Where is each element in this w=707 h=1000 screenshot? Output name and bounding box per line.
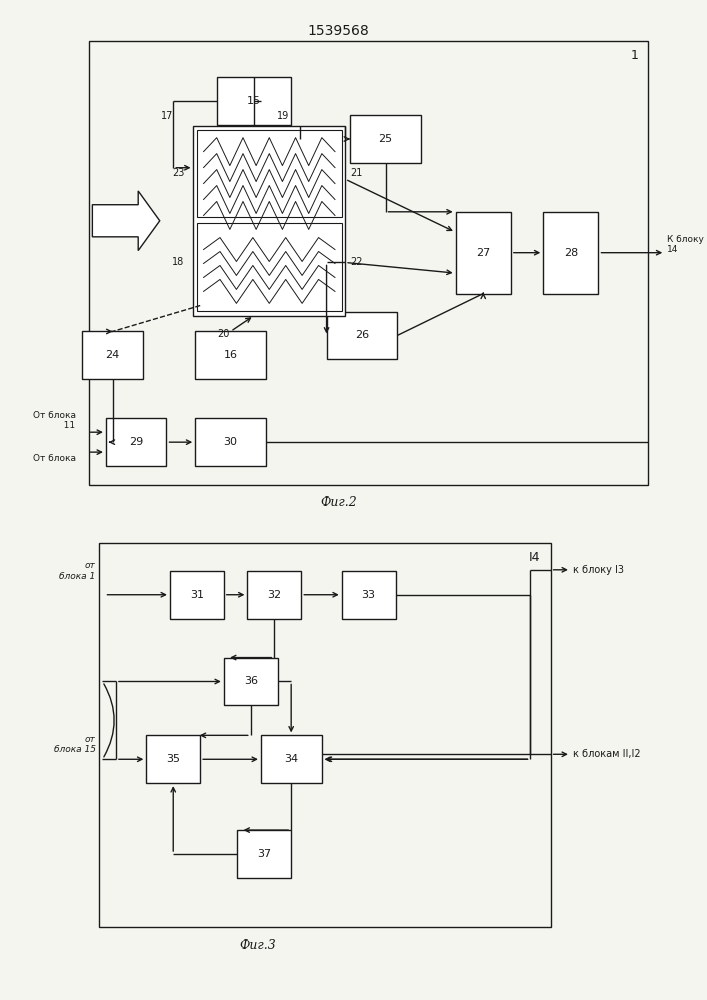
Text: 25: 25 xyxy=(378,134,392,144)
Text: 36: 36 xyxy=(244,676,258,686)
Bar xyxy=(99,543,551,927)
Bar xyxy=(170,571,224,619)
Text: 22: 22 xyxy=(351,257,363,267)
Bar xyxy=(82,331,143,379)
Bar xyxy=(89,41,648,485)
Bar xyxy=(224,658,278,705)
Bar xyxy=(238,830,291,878)
Text: 33: 33 xyxy=(362,590,375,600)
Bar xyxy=(455,212,511,294)
Text: 1: 1 xyxy=(631,49,638,62)
Text: 15: 15 xyxy=(247,96,261,106)
Polygon shape xyxy=(93,191,160,251)
Bar xyxy=(247,571,301,619)
Text: 20: 20 xyxy=(217,329,229,339)
Bar xyxy=(194,126,345,316)
Text: 23: 23 xyxy=(173,168,185,178)
Text: Фиг.2: Фиг.2 xyxy=(320,496,357,509)
Text: 32: 32 xyxy=(267,590,281,600)
Text: 28: 28 xyxy=(563,248,578,258)
Bar xyxy=(195,418,266,466)
Text: 35: 35 xyxy=(166,754,180,764)
Text: К блоку
14: К блоку 14 xyxy=(667,235,704,254)
Bar xyxy=(261,735,322,783)
Text: 37: 37 xyxy=(257,849,271,859)
Text: от
блока 15: от блока 15 xyxy=(54,735,95,754)
Text: От блока: От блока xyxy=(33,454,76,463)
Text: I4: I4 xyxy=(529,551,541,564)
Bar xyxy=(543,212,599,294)
Text: к блоку I3: к блоку I3 xyxy=(573,565,624,575)
Bar xyxy=(327,312,397,359)
Text: 30: 30 xyxy=(223,437,238,447)
Text: 27: 27 xyxy=(476,248,491,258)
Text: 19: 19 xyxy=(277,111,289,121)
Text: 17: 17 xyxy=(161,111,173,121)
Bar xyxy=(146,735,200,783)
Bar xyxy=(217,77,291,125)
Text: к блокам II,I2: к блокам II,I2 xyxy=(573,749,641,759)
Bar xyxy=(106,418,167,466)
Text: От блока
   11: От блока 11 xyxy=(33,411,76,430)
Bar xyxy=(341,571,396,619)
Text: 31: 31 xyxy=(189,590,204,600)
Bar xyxy=(197,223,341,311)
Text: 1539568: 1539568 xyxy=(308,24,369,38)
Bar xyxy=(197,130,341,217)
Text: 34: 34 xyxy=(284,754,298,764)
Text: 21: 21 xyxy=(351,168,363,178)
Text: 29: 29 xyxy=(129,437,144,447)
Text: 16: 16 xyxy=(223,350,238,360)
Text: от
блока 1: от блока 1 xyxy=(59,561,95,581)
Text: 18: 18 xyxy=(173,257,185,267)
Text: 24: 24 xyxy=(105,350,119,360)
Bar xyxy=(350,115,421,163)
Text: Фиг.3: Фиг.3 xyxy=(239,939,276,952)
Bar xyxy=(195,331,266,379)
Text: 26: 26 xyxy=(355,330,369,340)
